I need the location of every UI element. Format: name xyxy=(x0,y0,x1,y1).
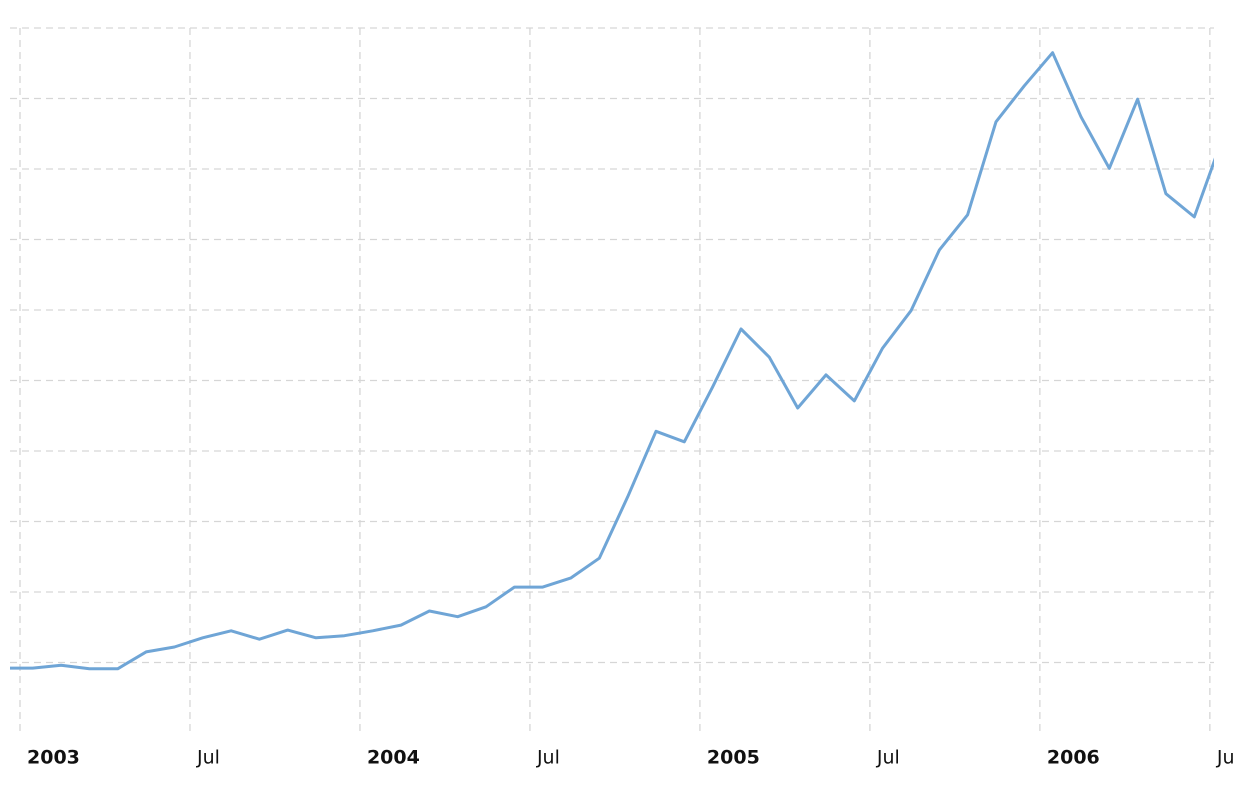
x-tick-label: 2003 xyxy=(27,747,80,769)
x-axis: 2003 Jul 2004 Jul 2005 Jul 2006 Jul xyxy=(27,747,1234,769)
grid xyxy=(10,27,1214,733)
plot-area xyxy=(10,51,1214,671)
x-tick-label: Jul xyxy=(536,747,560,769)
line-series xyxy=(10,51,1214,671)
x-tick-label: 2006 xyxy=(1047,747,1100,769)
x-tick-label: 2005 xyxy=(707,747,760,769)
x-tick-label: Jul xyxy=(196,747,220,769)
x-tick-label: Jul xyxy=(1216,747,1234,769)
x-tick-label: 2004 xyxy=(367,747,420,769)
x-tick-label: Jul xyxy=(876,747,900,769)
